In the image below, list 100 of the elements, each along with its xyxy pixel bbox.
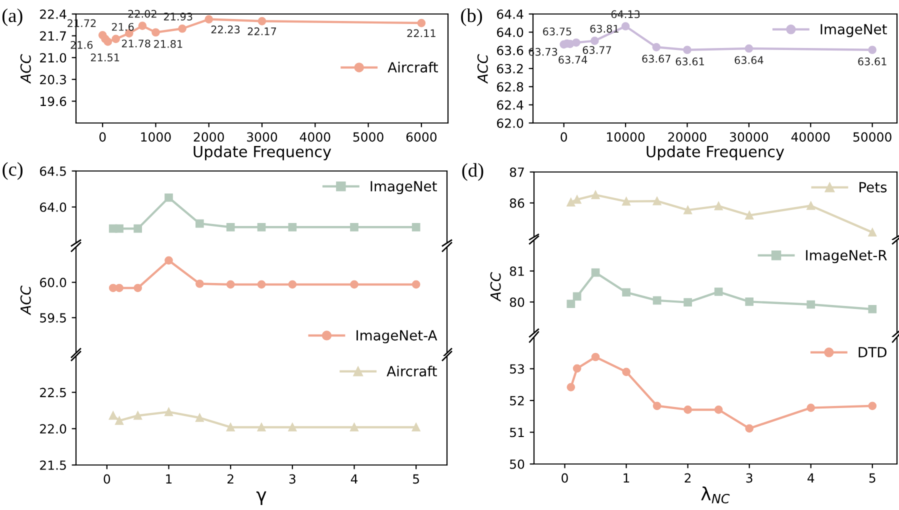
point [714,406,723,414]
point [868,304,877,314]
point [350,280,358,289]
point [652,196,662,206]
data-label: 63.64 [734,56,764,64]
x-tick-label: 3 [746,473,752,483]
x-tick-label: 0 [99,132,106,142]
point [164,256,173,265]
point [591,268,600,277]
point [138,22,147,30]
data-label: 22.11 [407,29,436,38]
y-tick-label: 64.0 [40,202,66,212]
point [134,411,142,420]
point [257,222,266,232]
point [868,402,877,410]
point [684,406,692,414]
point [572,364,582,373]
point [112,34,120,44]
data-label: 63.61 [676,58,704,66]
y-tick-label: 19.6 [40,96,66,106]
y-tick-label: 86 [510,198,524,208]
x-axis-title: γ [256,491,266,505]
point [258,16,266,26]
point [196,219,204,228]
y-axis-title: ACC [477,54,488,84]
chart-title: (c) [2,162,23,180]
y-tick-label: 22.0 [40,424,66,434]
legend-label: DTD [858,347,886,358]
point [257,423,266,432]
legend-label: Aircraft [388,62,438,73]
point [868,228,877,237]
data-label: 21.6 [112,22,134,31]
point [226,423,235,432]
y-tick-label: 21.0 [40,53,66,63]
point [152,28,160,37]
point [288,222,297,232]
legend-label: ImageNet [370,181,437,194]
y-tick-label: 63.6 [497,46,524,56]
point [590,36,599,45]
data-label: 21.81 [154,40,182,48]
x-tick-label: 1 [624,473,630,483]
point [572,292,582,301]
point [350,423,358,432]
x-tick-label: 1000 [141,132,171,142]
y-tick-label: 64.5 [40,166,66,176]
point [621,22,630,30]
point [115,284,124,292]
x-tick-label: 3 [289,474,296,484]
legend-label: Aircraft [386,366,437,376]
y-tick-label: 20.3 [40,74,66,84]
y-tick-label: 64.0 [497,28,524,38]
point [622,197,630,206]
legend-label: ImageNet-R [806,250,887,264]
point [288,423,297,432]
x-tick-label: 2000 [194,132,224,142]
x-tick-label: 4 [808,473,814,483]
data-label: 21.93 [164,12,192,21]
point [566,383,576,392]
point [566,300,576,308]
data-label: 22.17 [248,27,276,36]
point [196,280,204,288]
point [104,38,112,46]
x-tick-label: 40000 [791,132,830,142]
point [412,280,420,289]
point [164,193,173,202]
data-label: 63.61 [858,58,886,66]
point [196,414,204,422]
x-tick-label: 2 [684,473,691,483]
x-tick-label: 5 [869,473,876,483]
point [566,198,576,206]
y-tick-label: 63.2 [497,64,523,74]
x-tick-label: 10000 [607,132,645,142]
x-axis-title: λ$_{NC}$ [701,486,730,504]
point [178,24,186,33]
data-label: 63.75 [543,28,572,36]
point [412,423,420,432]
x-axis-title: Update Frequency [194,146,332,160]
y-tick-label: 87 [510,167,524,177]
point [714,288,723,296]
x-tick-label: 0 [562,473,568,483]
point [714,202,723,210]
data-label: 21.51 [90,54,120,62]
data-label: 63.77 [582,46,612,54]
y-tick-label: 80 [510,297,524,307]
point [806,404,816,412]
point [745,424,754,433]
y-tick-label: 81 [510,266,524,276]
x-tick-label: 4000 [300,132,330,142]
point [591,190,600,200]
y-tick-label: 60.0 [40,278,66,288]
point [806,202,816,210]
legend-label: ImageNet-A [356,330,438,344]
point [204,15,214,24]
y-tick-label: 62.4 [497,100,524,110]
y-tick-label: 59.5 [40,313,66,323]
point [745,211,754,220]
point [591,352,600,362]
y-tick-label: 52 [510,396,524,406]
legend-label: ImageNet [820,24,887,38]
y-tick-label: 51 [510,428,524,438]
